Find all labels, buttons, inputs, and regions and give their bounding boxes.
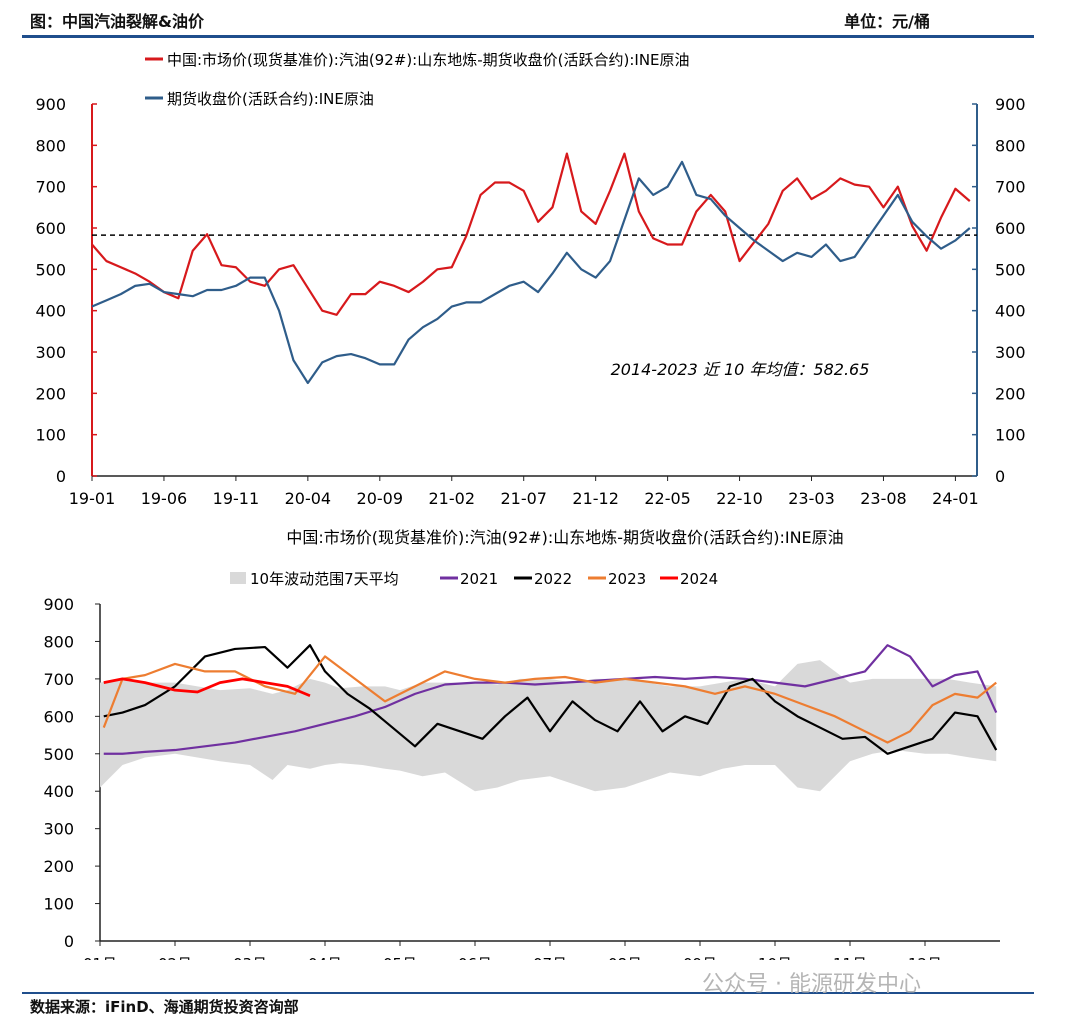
x-tick-label: 20-09: [357, 489, 404, 508]
series-line-2024: [103, 677, 311, 698]
x-tick-label: 23-03: [788, 489, 835, 508]
legend-label: 期货收盘价(活跃合约):INE原油: [167, 90, 374, 108]
x-tick-label: 22-10: [716, 489, 763, 508]
y-tick-right: 800: [995, 136, 1026, 155]
x-tick-label: 03月: [233, 955, 267, 960]
legend-label: 2023: [608, 570, 646, 588]
y-tick-label: 300: [43, 820, 74, 839]
y-tick-left: 200: [35, 384, 66, 403]
legend-label: 2021: [460, 570, 498, 588]
x-tick-label: 01月: [83, 955, 117, 960]
y-tick-right: 0: [995, 467, 1005, 486]
x-tick-label: 08月: [608, 955, 642, 960]
y-tick-right: 100: [995, 426, 1026, 445]
y-tick-left: 300: [35, 343, 66, 362]
x-tick-label: 09月: [683, 955, 717, 960]
x-tick-label: 04月: [308, 955, 342, 960]
y-tick-label: 800: [43, 632, 74, 651]
x-tick-label: 19-01: [69, 489, 116, 508]
chart-top: 0 0 100 100 200 200 300 300 400 400 500 500 600 600 70…: [35, 51, 1026, 508]
y-tick-label: 0: [64, 932, 74, 951]
watermark: 公众号 · 能源研发中心: [702, 972, 921, 997]
y-tick-label: 600: [43, 707, 74, 726]
series-line-2023: [102, 655, 997, 744]
y-tick-right: 600: [995, 219, 1026, 238]
legend-label: 中国:市场价(现货基准价):汽油(92#):山东地炼-期货收盘价(活跃合约):I…: [167, 51, 690, 69]
legend-label: 2022: [534, 570, 572, 588]
x-tick-label: 21-12: [572, 489, 619, 508]
x-tick-label: 19-06: [141, 489, 188, 508]
y-tick-left: 0: [56, 467, 66, 486]
y-tick-label: 200: [43, 857, 74, 876]
y-tick-left: 600: [35, 219, 66, 238]
y-tick-right: 400: [995, 302, 1026, 321]
y-tick-right: 900: [995, 95, 1026, 114]
x-tick-label: 22-05: [644, 489, 691, 508]
x-tick-label: 07月: [533, 955, 567, 960]
x-tick-label: 12月: [908, 955, 942, 960]
x-tick-label: 11月: [833, 955, 867, 960]
y-tick-left: 700: [35, 178, 66, 197]
y-tick-left: 800: [35, 136, 66, 155]
x-tick-label: 21-07: [500, 489, 547, 508]
x-tick-label: 10月: [758, 955, 792, 960]
x-tick-label: 21-02: [429, 489, 476, 508]
x-tick-label: 19-11: [213, 489, 260, 508]
y-tick-label: 700: [43, 670, 74, 689]
series-line-2021: [103, 644, 998, 755]
y-tick-right: 500: [995, 260, 1026, 279]
legend-label: 2024: [680, 570, 718, 588]
x-tick-label: 06月: [458, 955, 492, 960]
legend-swatch: [230, 572, 246, 584]
y-tick-left: 500: [35, 260, 66, 279]
y-tick-label: 400: [43, 782, 74, 801]
chart-title: 中国:市场价(现货基准价):汽油(92#):山东地炼-期货收盘价(活跃合约):I…: [286, 528, 843, 547]
y-tick-right: 700: [995, 178, 1026, 197]
y-tick-label: 900: [43, 595, 74, 614]
unit-label: 单位：元/桶: [844, 12, 930, 31]
x-tick-label: 24-01: [932, 489, 979, 508]
y-tick-right: 200: [995, 384, 1026, 403]
y-tick-left: 900: [35, 95, 66, 114]
x-tick-label: 23-08: [860, 489, 907, 508]
y-tick-label: 100: [43, 895, 74, 914]
x-tick-label: 20-04: [285, 489, 332, 508]
mean-annotation: 2014-2023 近 10 年均值：582.65: [611, 360, 870, 379]
series-line-gasoline-crack: [91, 152, 971, 316]
chart-bottom: 中国:市场价(现货基准价):汽油(92#):山东地炼-期货收盘价(活跃合约):I…: [43, 528, 1000, 960]
legend-label: 10年波动范围7天平均: [250, 570, 399, 588]
y-tick-right: 300: [995, 343, 1026, 362]
header-rule: [22, 35, 1034, 38]
x-tick-label: 05月: [383, 955, 417, 960]
y-tick-left: 100: [35, 426, 66, 445]
footer-rule: [22, 992, 1034, 994]
series-line-2022: [103, 644, 998, 755]
source-note: 数据来源：iFinD、海通期货投资咨询部: [30, 998, 299, 1016]
y-tick-left: 400: [35, 302, 66, 321]
y-tick-label: 500: [43, 745, 74, 764]
series-line-ine-crude: [91, 160, 971, 385]
figure-title: 图：中国汽油裂解&油价: [30, 12, 204, 31]
x-tick-label: 02月: [158, 955, 192, 960]
